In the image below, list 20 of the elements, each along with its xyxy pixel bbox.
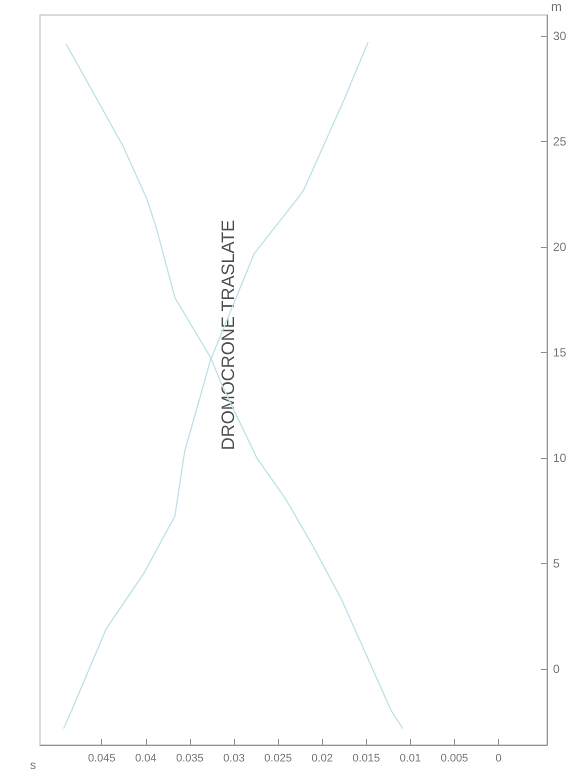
x-axis-title: s: [30, 758, 36, 772]
x-tick-label: 0.005: [440, 752, 468, 764]
x-tick-label: 0.04: [135, 752, 157, 764]
text: DROMOCRONE TRASLATE: [218, 220, 238, 450]
x-tick-label: 0.015: [352, 752, 380, 764]
x-tick-label: 0.035: [176, 752, 204, 764]
y-axis-title: m: [551, 0, 562, 14]
y-tick-label: 15: [553, 346, 567, 360]
x-tick-label: 0.025: [264, 752, 292, 764]
y-tick-label: 25: [553, 134, 567, 149]
x-tick-label: 0: [495, 752, 502, 764]
x-tick-label: 0.01: [400, 752, 422, 764]
x-tick-label: 0.02: [311, 752, 333, 764]
x-tick-label: 0.045: [88, 752, 116, 764]
x-tick-label: 0.03: [223, 752, 245, 764]
y-tick-label: 0: [553, 662, 560, 676]
y-tick-label: 30: [553, 29, 567, 44]
y-tick-label: 10: [553, 451, 567, 466]
y-tick-label: 20: [553, 240, 567, 254]
y-tick-label: 5: [553, 556, 560, 571]
